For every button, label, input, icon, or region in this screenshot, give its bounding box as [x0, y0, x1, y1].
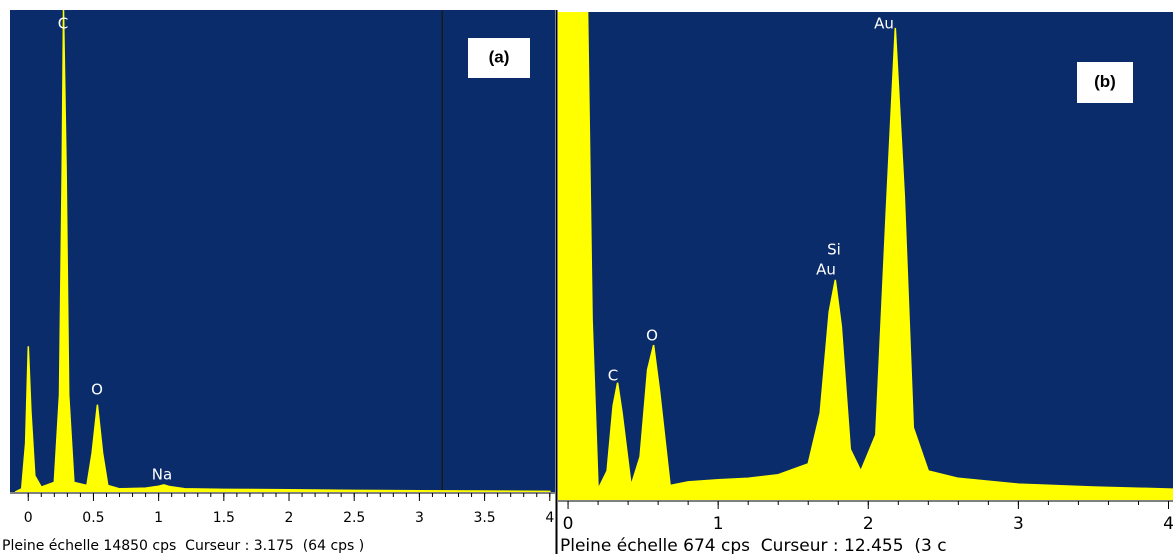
peak-label: Au	[816, 261, 836, 279]
footer-status: Pleine échelle 14850 cps Curseur : 3.175…	[2, 538, 364, 554]
panel-label-box	[1077, 62, 1133, 103]
x-tick-label: 1	[713, 514, 724, 534]
footer-status: Pleine échelle 674 cps Curseur : 12.455 …	[560, 536, 947, 554]
panel-label: (b)	[1094, 72, 1116, 91]
plot-background	[10, 10, 555, 492]
peak-label: C	[608, 367, 618, 385]
plot-area	[14, 10, 551, 492]
x-tick-label: 1	[154, 510, 163, 526]
x-tick-label: 0	[24, 510, 33, 526]
x-tick-label: 0.5	[82, 510, 104, 526]
peak-label: Si	[827, 241, 841, 259]
peak-label: Au	[874, 15, 894, 33]
panel-label-box	[468, 38, 530, 78]
x-tick-label: 0	[563, 514, 574, 534]
spectrum	[14, 10, 551, 492]
panel-label: (a)	[489, 47, 510, 66]
x-tick-label: 4	[545, 510, 554, 526]
spectrum	[558, 12, 1173, 500]
peak-label: O	[91, 381, 103, 399]
x-tick-label: 1.5	[213, 510, 235, 526]
x-tick-label: 2.5	[343, 510, 365, 526]
x-tick-label: 2	[863, 514, 874, 534]
x-tick-label: 3	[415, 510, 424, 526]
x-tick-label: 3.5	[473, 510, 495, 526]
x-tick-label: 2	[285, 510, 294, 526]
peak-label: C	[58, 15, 68, 33]
x-tick-label: 4	[1163, 514, 1173, 534]
x-tick-label: 3	[1013, 514, 1024, 534]
plot-area	[558, 12, 1173, 500]
peak-label: O	[646, 327, 658, 345]
peak-label: Na	[152, 466, 172, 484]
